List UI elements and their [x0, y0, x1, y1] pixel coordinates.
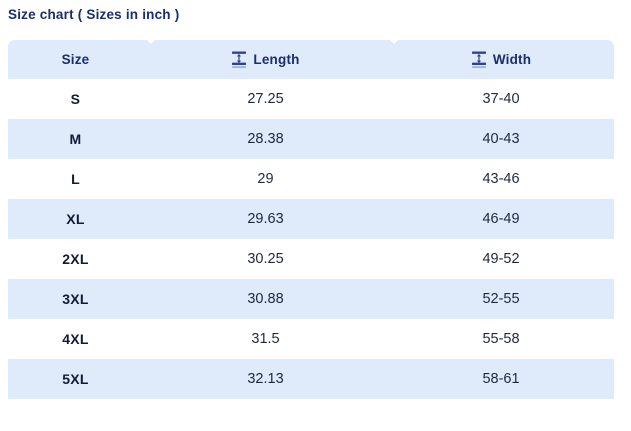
- width-value-cell: 58-61: [482, 371, 520, 387]
- table-row: 4XL 31.5 55-58: [8, 319, 614, 359]
- column-header-length: Length: [143, 51, 388, 68]
- table-header-row: Size Length: [8, 40, 614, 79]
- table-row: M 28.38 40-43: [8, 119, 614, 159]
- size-label-cell: S: [70, 91, 81, 107]
- size-label-cell: 4XL: [62, 331, 89, 347]
- column-header-width: Width: [388, 51, 614, 68]
- length-value-cell: 30.25: [247, 251, 284, 267]
- table-row: 5XL 32.13 58-61: [8, 359, 614, 399]
- size-chart-table: Size Length: [8, 40, 614, 399]
- length-value-cell: 27.25: [247, 91, 284, 107]
- header-notch: [390, 40, 398, 44]
- size-label-cell: 2XL: [62, 251, 89, 267]
- column-header-length-label: Length: [253, 52, 300, 67]
- width-value-cell: 37-40: [482, 91, 520, 107]
- page-title: Size chart ( Sizes in inch ): [8, 7, 180, 22]
- header-notch: [147, 40, 155, 44]
- table-row: XL 29.63 46-49: [8, 199, 614, 239]
- length-value-cell: 28.38: [247, 131, 284, 147]
- width-value-cell: 55-58: [482, 331, 520, 347]
- size-label-cell: XL: [66, 211, 85, 227]
- width-value-cell: 46-49: [482, 211, 520, 227]
- length-value-cell: 29: [257, 171, 274, 187]
- table-row: 2XL 30.25 49-52: [8, 239, 614, 279]
- width-value-cell: 43-46: [482, 171, 520, 187]
- column-header-size-label: Size: [61, 52, 90, 67]
- length-value-cell: 31.5: [251, 331, 280, 347]
- size-label-cell: L: [71, 171, 80, 187]
- table-row: S 27.25 37-40: [8, 79, 614, 119]
- vertical-measure-icon: [471, 51, 487, 68]
- column-header-width-label: Width: [492, 52, 532, 67]
- table-row: L 29 43-46: [8, 159, 614, 199]
- length-value-cell: 30.88: [247, 291, 284, 307]
- width-value-cell: 52-55: [482, 291, 520, 307]
- size-label-cell: 3XL: [62, 291, 89, 307]
- size-label-cell: 5XL: [62, 371, 89, 387]
- table-body: S 27.25 37-40 M 28.38 40-43 L 29 43-46 X…: [8, 79, 614, 399]
- width-value-cell: 49-52: [482, 251, 520, 267]
- column-header-size: Size: [8, 52, 143, 67]
- size-label-cell: M: [69, 131, 82, 147]
- width-value-cell: 40-43: [482, 131, 520, 147]
- vertical-measure-icon: [231, 51, 247, 68]
- length-value-cell: 32.13: [247, 371, 284, 387]
- length-value-cell: 29.63: [247, 211, 284, 227]
- table-row: 3XL 30.88 52-55: [8, 279, 614, 319]
